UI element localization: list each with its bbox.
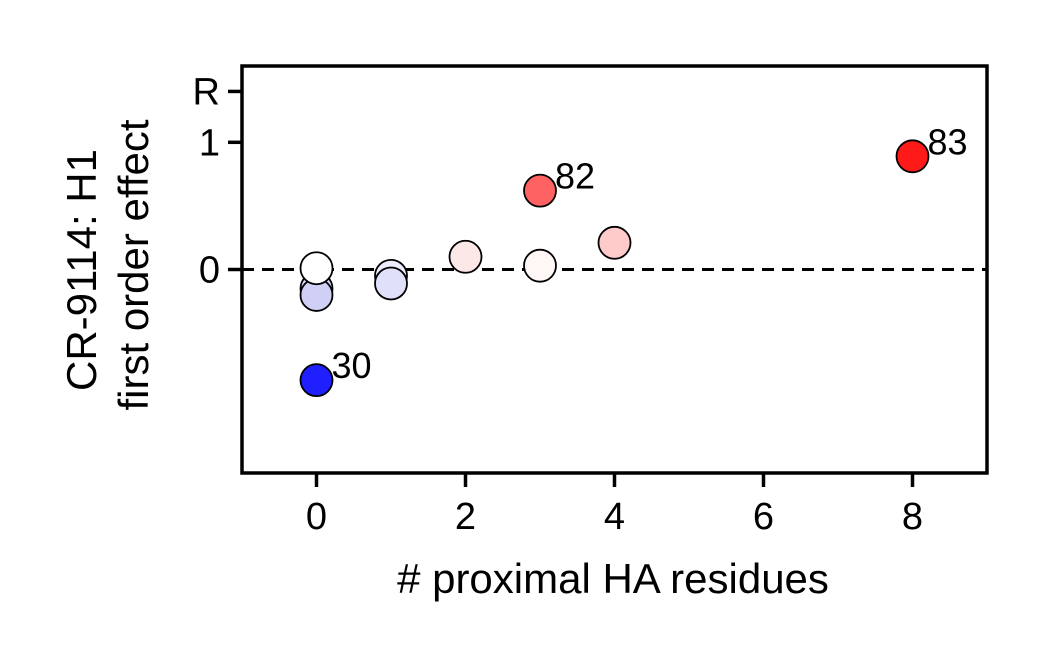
y-tick-label: R (193, 71, 220, 113)
data-point (299, 363, 334, 398)
x-tick-label: 4 (604, 496, 625, 538)
x-tick-label: 6 (753, 496, 774, 538)
data-point (597, 225, 632, 260)
data-point (374, 266, 408, 301)
plot-frame (240, 64, 989, 475)
x-axis-label: # proximal HA residues (397, 555, 829, 602)
data-point (895, 139, 930, 174)
point-annotations: 30 82 83 (332, 121, 968, 386)
point-label: 30 (332, 345, 372, 386)
y-axis-label-line2: first order effect (110, 119, 157, 410)
data-point (523, 248, 557, 283)
x-axis-ticks: 0 2 4 6 8 (306, 473, 923, 538)
x-tick-label: 8 (902, 496, 923, 538)
y-tick-label: 0 (199, 250, 220, 292)
y-tick-label: 1 (199, 122, 220, 164)
data-point (448, 239, 483, 274)
point-label: 83 (928, 121, 968, 162)
x-tick-label: 2 (455, 496, 476, 538)
data-point (523, 173, 557, 208)
data-point (299, 251, 334, 286)
point-label: 82 (555, 156, 595, 197)
y-axis-ticks: 0 1 R (193, 71, 242, 292)
data-points (299, 139, 930, 398)
y-axis-label-line1: CR-9114: H1 (58, 149, 105, 391)
x-tick-label: 0 (306, 496, 327, 538)
